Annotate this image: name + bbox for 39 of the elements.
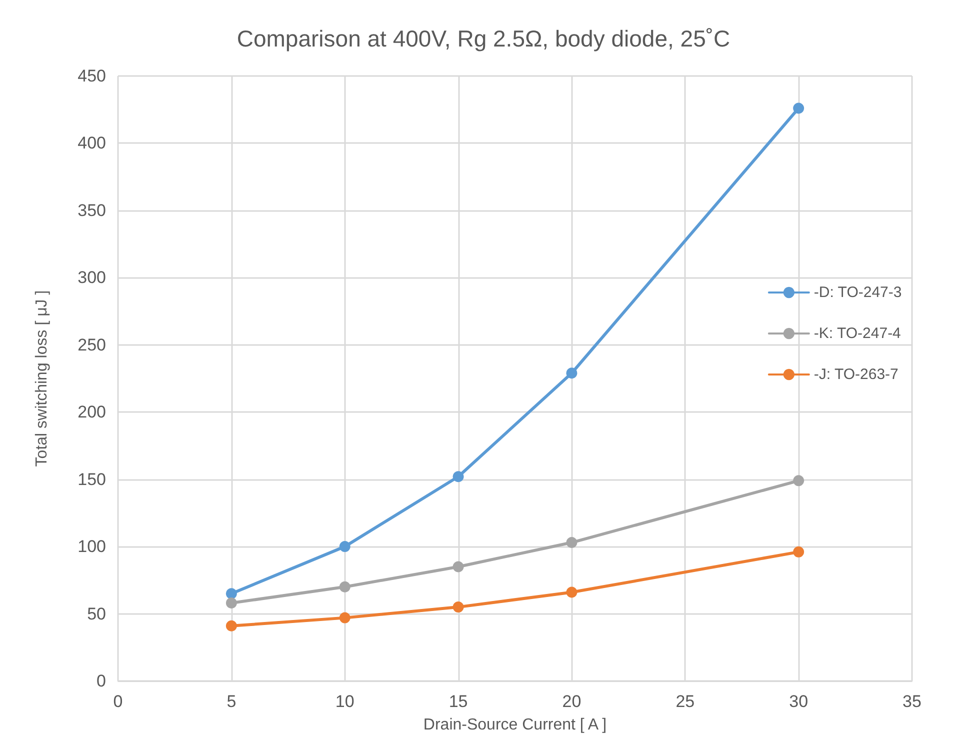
legend-label: -D: TO-247-3 — [814, 284, 902, 301]
x-tick-label: 25 — [676, 692, 695, 711]
point — [793, 546, 804, 558]
x-tick-label: 15 — [448, 692, 468, 711]
y-tick-label: 50 — [87, 604, 106, 624]
x-tick-label: 10 — [335, 692, 354, 711]
point — [339, 581, 350, 592]
legend-label: -J: TO-263-7 — [814, 366, 898, 383]
y-tick-label: 100 — [78, 537, 106, 556]
y-tick-label: 150 — [78, 470, 106, 489]
y-tick-label: 300 — [78, 268, 106, 288]
point — [226, 588, 237, 600]
point — [566, 368, 578, 379]
point — [452, 471, 464, 482]
x-tick-label: 5 — [226, 692, 236, 711]
point — [339, 612, 350, 624]
point — [566, 586, 578, 598]
point — [452, 602, 464, 613]
point — [226, 620, 237, 632]
y-tick-label: 400 — [78, 134, 106, 153]
y-tick-label: 250 — [78, 335, 106, 354]
point — [566, 537, 578, 548]
x-tick-label: 20 — [562, 692, 582, 711]
x-tick-label: 30 — [789, 692, 808, 711]
x-tick-label: 35 — [902, 692, 922, 711]
legend-label: -K: TO-247-4 — [814, 325, 901, 342]
y-tick-label: 450 — [78, 66, 106, 86]
y-tick-label: 350 — [78, 200, 106, 220]
y-axis-title: Total switching loss [ μJ ] — [34, 290, 50, 467]
chart-title: Comparison at 400V, Rg 2.5Ω, body diode, 25˚C — [236, 26, 730, 52]
x-tick-label: 0 — [113, 692, 123, 711]
x-axis-title: Drain-Source Current [ A ] — [423, 716, 607, 734]
point — [793, 475, 804, 486]
point — [452, 561, 464, 572]
y-tick-label: 0 — [96, 672, 106, 690]
point — [339, 541, 350, 552]
point — [793, 102, 804, 114]
y-tick-label: 200 — [78, 402, 106, 422]
point — [226, 598, 237, 609]
